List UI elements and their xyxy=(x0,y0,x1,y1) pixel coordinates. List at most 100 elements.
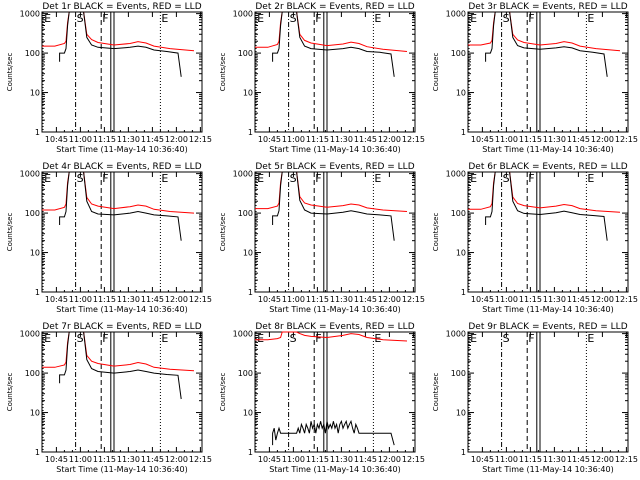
marker-label: E xyxy=(587,332,594,345)
marker-label: E xyxy=(470,332,477,345)
x-tick-label: 12:00 xyxy=(165,295,188,304)
detector-panel: Det 1r BLACK = Events, RED = LLD Counts/s… xyxy=(6,2,212,154)
events-series-line xyxy=(272,171,395,241)
panel-title: Det 9r BLACK = Events, RED = LLD xyxy=(468,322,627,332)
marker-label: E xyxy=(161,172,168,185)
x-tick-label: 11:00 xyxy=(69,135,92,144)
x-tick-label: 12:00 xyxy=(378,135,401,144)
y-axis-label: Counts/sec xyxy=(6,373,14,412)
marker-label: E xyxy=(587,12,594,25)
x-tick-label: 11:15 xyxy=(306,455,329,464)
x-tick-label: 11:00 xyxy=(495,295,518,304)
events-series-line xyxy=(59,11,182,77)
plot-frame xyxy=(254,171,416,293)
y-tick-label: 1000 xyxy=(233,330,253,339)
marker-label: F xyxy=(102,332,108,345)
marker-label: S xyxy=(503,12,510,25)
panel-title: Det 4r BLACK = Events, RED = LLD xyxy=(42,162,201,172)
x-tick-label: 10:45 xyxy=(471,135,494,144)
x-tick-label: 12:00 xyxy=(165,455,188,464)
marker-label: S xyxy=(77,12,84,25)
marker-label: F xyxy=(528,172,534,185)
panel-title: Det 3r BLACK = Events, RED = LLD xyxy=(468,2,627,12)
x-tick-label: 10:45 xyxy=(258,295,281,304)
x-tick-label: 11:15 xyxy=(306,295,329,304)
x-tick-label: 12:15 xyxy=(189,135,212,144)
panel-title: Det 2r BLACK = Events, RED = LLD xyxy=(255,2,414,12)
x-tick-label: 10:45 xyxy=(471,295,494,304)
x-tick-label: 10:45 xyxy=(258,455,281,464)
marker-label: S xyxy=(290,332,297,345)
x-tick-label: 11:30 xyxy=(117,295,140,304)
events-series-line xyxy=(59,171,182,241)
marker-label: S xyxy=(503,332,510,345)
x-tick-label: 11:30 xyxy=(330,135,353,144)
y-tick-label: 1 xyxy=(248,128,253,137)
x-tick-label: 11:15 xyxy=(93,135,116,144)
marker-label: F xyxy=(102,172,108,185)
marker-label: F xyxy=(315,172,321,185)
y-axis-label: Counts/sec xyxy=(6,213,14,252)
y-tick-label: 10 xyxy=(456,89,466,98)
marker-label: S xyxy=(290,12,297,25)
y-axis-label: Counts/sec xyxy=(432,373,440,412)
detector-panel: Det 5r BLACK = Events, RED = LLD Counts/s… xyxy=(219,162,425,314)
y-tick-label: 1000 xyxy=(233,10,253,19)
x-tick-label: 12:00 xyxy=(591,295,614,304)
marker-label: E xyxy=(374,12,381,25)
lld-series-line xyxy=(42,11,195,52)
events-series-line xyxy=(272,11,395,77)
x-tick-label: 11:45 xyxy=(141,295,164,304)
detector-panel: Det 8r BLACK = Events, RED = LLD Counts/s… xyxy=(219,322,425,474)
marker-label: E xyxy=(374,172,381,185)
marker-label: E xyxy=(257,332,264,345)
lld-series-line xyxy=(255,11,408,52)
marker-label: E xyxy=(257,12,264,25)
marker-label: E xyxy=(161,332,168,345)
y-tick-label: 100 xyxy=(25,369,40,378)
y-tick-label: 1000 xyxy=(20,10,40,19)
plot-frame xyxy=(41,11,203,133)
panel-title: Det 7r BLACK = Events, RED = LLD xyxy=(42,322,201,332)
y-tick-label: 1 xyxy=(461,128,466,137)
marker-label: F xyxy=(315,332,321,345)
y-tick-label: 100 xyxy=(238,369,253,378)
detector-panel: Det 3r BLACK = Events, RED = LLD Counts/s… xyxy=(432,2,638,154)
marker-label: E xyxy=(587,172,594,185)
x-tick-label: 11:00 xyxy=(495,135,518,144)
y-tick-label: 10 xyxy=(243,409,253,418)
x-tick-label: 11:30 xyxy=(117,135,140,144)
detector-panel: Det 4r BLACK = Events, RED = LLD Counts/s… xyxy=(6,162,212,314)
y-tick-label: 10 xyxy=(243,89,253,98)
x-tick-label: 12:00 xyxy=(591,135,614,144)
marker-label: F xyxy=(528,332,534,345)
x-tick-label: 12:15 xyxy=(615,455,638,464)
plot-frame xyxy=(254,11,416,133)
marker-label: S xyxy=(290,172,297,185)
x-axis-label: Start Time (11-May-14 10:36:40) xyxy=(56,305,187,314)
events-series-line xyxy=(272,419,395,446)
x-axis-label: Start Time (11-May-14 10:36:40) xyxy=(56,145,187,154)
marker-label: E xyxy=(44,172,51,185)
y-tick-label: 100 xyxy=(25,49,40,58)
x-tick-label: 11:15 xyxy=(306,135,329,144)
y-tick-label: 100 xyxy=(238,49,253,58)
x-axis-label: Start Time (11-May-14 10:36:40) xyxy=(269,465,400,474)
x-tick-label: 12:15 xyxy=(615,135,638,144)
x-axis-label: Start Time (11-May-14 10:36:40) xyxy=(482,305,613,314)
x-tick-label: 12:15 xyxy=(189,295,212,304)
y-tick-label: 100 xyxy=(451,209,466,218)
marker-label: S xyxy=(503,172,510,185)
y-axis-label: Counts/sec xyxy=(432,213,440,252)
x-tick-label: 10:45 xyxy=(45,295,68,304)
marker-label: S xyxy=(77,172,84,185)
plot-frame xyxy=(467,331,629,453)
lld-series-line xyxy=(42,171,195,214)
x-tick-label: 11:30 xyxy=(543,295,566,304)
x-tick-label: 10:45 xyxy=(45,455,68,464)
y-tick-label: 1000 xyxy=(446,170,466,179)
y-tick-label: 1 xyxy=(248,288,253,297)
marker-label: F xyxy=(528,12,534,25)
